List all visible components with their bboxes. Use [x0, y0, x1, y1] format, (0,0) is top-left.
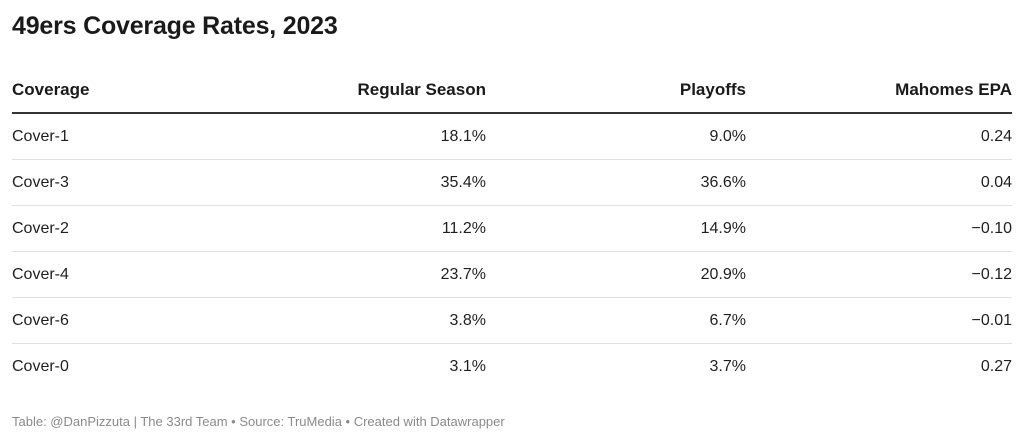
cell-regular-season: 35.4% — [212, 159, 486, 206]
table-row: Cover-1 18.1% 9.0% 0.24 — [12, 113, 1012, 160]
cell-coverage: Cover-1 — [12, 113, 212, 160]
cell-coverage: Cover-0 — [12, 357, 69, 375]
cell-mahomes-epa: −0.01 — [746, 297, 1012, 344]
table-row: Cover-6 3.8% 6.7% −0.01 — [12, 297, 1012, 344]
cell-playoffs: 20.9% — [486, 251, 746, 298]
cell-playoffs: 14.9% — [486, 205, 746, 252]
table-header-row: Coverage Regular Season Playoffs Mahomes… — [12, 68, 1012, 114]
cell-mahomes-epa: 0.04 — [746, 159, 1012, 206]
cell-playoffs: 6.7% — [486, 297, 746, 344]
cell-mahomes-epa: −0.12 — [746, 251, 1012, 298]
source-note: Table: @DanPizzuta | The 33rd Team • Sou… — [12, 414, 505, 429]
cell-coverage: Cover-6 — [12, 297, 212, 344]
cell-regular-season: 18.1% — [212, 113, 486, 160]
cell-playoffs: 9.0% — [486, 113, 746, 160]
table-row: Cover-3 35.4% 36.6% 0.04 — [12, 159, 1012, 206]
cell-coverage: Cover-2 — [12, 205, 212, 252]
cell-regular-season: 3.1% — [449, 357, 486, 375]
cell-coverage: Cover-3 — [12, 159, 212, 206]
cell-regular-season: 11.2% — [212, 205, 486, 252]
cell-coverage: Cover-4 — [12, 251, 212, 298]
chart-title: 49ers Coverage Rates, 2023 — [12, 12, 338, 40]
cell-playoffs: 36.6% — [486, 159, 746, 206]
column-header-playoffs: Playoffs — [486, 68, 746, 114]
cell-mahomes-epa: 0.27 — [980, 357, 1012, 375]
cell-playoffs: 3.7% — [709, 357, 746, 375]
cell-regular-season: 23.7% — [212, 251, 486, 298]
table-row: Cover-0 3.1% 3.7% 0.27 — [12, 344, 1012, 390]
coverage-table: Coverage Regular Season Playoffs Mahomes… — [12, 68, 1012, 389]
table-row: Cover-4 23.7% 20.9% −0.12 — [12, 251, 1012, 298]
table-row: Cover-2 11.2% 14.9% −0.10 — [12, 205, 1012, 252]
column-header-mahomes-epa: Mahomes EPA — [746, 68, 1012, 114]
column-header-regular-season: Regular Season — [212, 68, 486, 114]
cell-regular-season: 3.8% — [212, 297, 486, 344]
column-header-coverage: Coverage — [12, 68, 212, 114]
cell-mahomes-epa: −0.10 — [746, 205, 1012, 252]
cell-mahomes-epa: 0.24 — [746, 113, 1012, 160]
